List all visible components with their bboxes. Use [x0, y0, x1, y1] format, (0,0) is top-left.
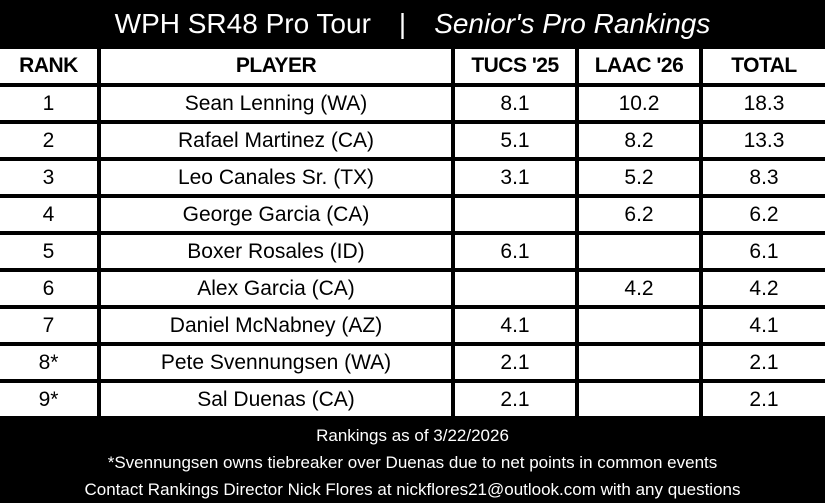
cell-rank: 2 — [0, 124, 97, 157]
cell-laac-26: 5.2 — [579, 161, 699, 194]
contact-info: Contact Rankings Director Nick Flores at… — [84, 480, 741, 499]
cell-player: Rafael Martinez (CA) — [101, 124, 451, 157]
title-separator: | — [398, 7, 407, 39]
cell-rank: 8* — [0, 346, 97, 379]
tiebreaker-note: *Svennungsen owns tiebreaker over Duenas… — [107, 453, 718, 472]
cell-total: 4.1 — [703, 309, 825, 342]
rankings-subtitle: Senior's Pro Rankings — [434, 7, 711, 39]
cell-rank: 3 — [0, 161, 97, 194]
cell-laac-26: 4.2 — [579, 272, 699, 305]
header-laac-26: LAAC '26 — [579, 49, 699, 83]
rankings-table: RANK PLAYER TUCS '25 LAAC '26 TOTAL 1 Sean Len… — [0, 49, 825, 416]
cell-laac-26: 8.2 — [579, 124, 699, 157]
cell-tucs-25: 3.1 — [455, 161, 575, 194]
page-title: WPH SR48 Pro Tour | Senior's Pro Rankings — [0, 0, 825, 47]
cell-total: 18.3 — [703, 87, 825, 120]
cell-laac-26 — [579, 383, 699, 416]
cell-rank: 9* — [0, 383, 97, 416]
cell-laac-26: 10.2 — [579, 87, 699, 120]
cell-player: Leo Canales Sr. (TX) — [101, 161, 451, 194]
cell-tucs-25 — [455, 198, 575, 231]
cell-player: Boxer Rosales (ID) — [101, 235, 451, 268]
header-tucs-25: TUCS '25 — [455, 49, 575, 83]
tour-name: WPH SR48 Pro Tour — [114, 7, 371, 39]
header-player: PLAYER — [101, 49, 451, 83]
cell-rank: 5 — [0, 235, 97, 268]
cell-rank: 7 — [0, 309, 97, 342]
cell-tucs-25: 2.1 — [455, 346, 575, 379]
cell-tucs-25: 2.1 — [455, 383, 575, 416]
footer: Rankings as of 3/22/2026 *Svennungsen ow… — [0, 422, 825, 503]
cell-laac-26 — [579, 346, 699, 379]
cell-tucs-25: 5.1 — [455, 124, 575, 157]
cell-total: 13.3 — [703, 124, 825, 157]
cell-total: 2.1 — [703, 346, 825, 379]
cell-player: Daniel McNabney (AZ) — [101, 309, 451, 342]
cell-rank: 6 — [0, 272, 97, 305]
cell-player: Alex Garcia (CA) — [101, 272, 451, 305]
cell-total: 4.2 — [703, 272, 825, 305]
cell-tucs-25: 8.1 — [455, 87, 575, 120]
cell-laac-26 — [579, 309, 699, 342]
cell-total: 6.2 — [703, 198, 825, 231]
cell-tucs-25 — [455, 272, 575, 305]
cell-rank: 4 — [0, 198, 97, 231]
cell-player: Sal Duenas (CA) — [101, 383, 451, 416]
cell-rank: 1 — [0, 87, 97, 120]
cell-player: George Garcia (CA) — [101, 198, 451, 231]
header-total: TOTAL — [703, 49, 825, 83]
cell-total: 2.1 — [703, 383, 825, 416]
cell-tucs-25: 4.1 — [455, 309, 575, 342]
cell-player: Sean Lenning (WA) — [101, 87, 451, 120]
cell-total: 8.3 — [703, 161, 825, 194]
cell-laac-26 — [579, 235, 699, 268]
as-of-date: Rankings as of 3/22/2026 — [316, 426, 509, 445]
header-rank: RANK — [0, 49, 97, 83]
cell-laac-26: 6.2 — [579, 198, 699, 231]
cell-total: 6.1 — [703, 235, 825, 268]
cell-player: Pete Svennungsen (WA) — [101, 346, 451, 379]
cell-tucs-25: 6.1 — [455, 235, 575, 268]
